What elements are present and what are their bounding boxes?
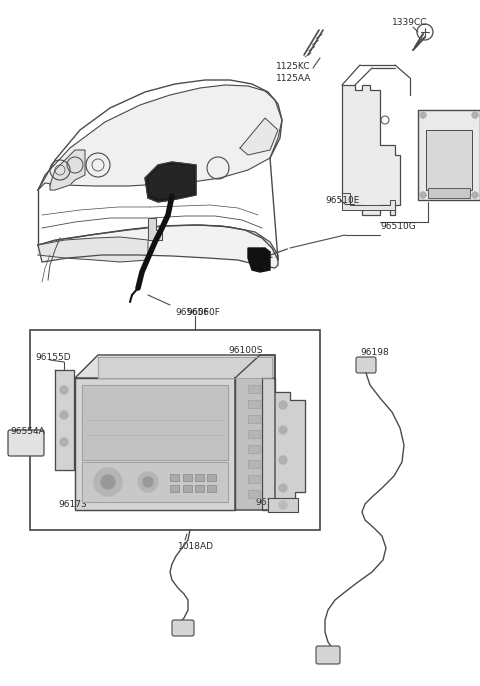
Bar [207, 474, 216, 481]
Bar [207, 485, 216, 492]
Polygon shape [148, 218, 162, 240]
Polygon shape [75, 378, 235, 510]
FancyBboxPatch shape [356, 357, 376, 373]
Bar [183, 474, 192, 481]
Text: 1125AA: 1125AA [276, 74, 312, 83]
Polygon shape [82, 462, 228, 502]
Circle shape [138, 472, 158, 492]
Polygon shape [38, 237, 148, 262]
Text: 1339CC: 1339CC [392, 18, 428, 27]
Circle shape [279, 501, 287, 509]
Text: 96560F: 96560F [186, 308, 220, 317]
Text: 96173: 96173 [58, 500, 87, 509]
Text: 96100S: 96100S [228, 346, 263, 355]
Bar [195, 474, 204, 481]
Polygon shape [418, 110, 480, 200]
Polygon shape [262, 378, 305, 510]
FancyBboxPatch shape [316, 646, 340, 664]
Bar [248, 475, 260, 483]
Text: 1018AD: 1018AD [178, 542, 214, 551]
Text: 96510G: 96510G [380, 222, 416, 231]
Text: 1125KC: 1125KC [276, 62, 311, 71]
Bar [268, 498, 298, 512]
Polygon shape [98, 357, 272, 378]
Circle shape [420, 192, 426, 198]
Polygon shape [38, 225, 278, 268]
Circle shape [143, 477, 153, 487]
Bar [248, 400, 260, 408]
Circle shape [279, 484, 287, 492]
Circle shape [101, 475, 115, 489]
Polygon shape [428, 188, 470, 198]
Polygon shape [38, 85, 282, 190]
Polygon shape [426, 130, 472, 190]
Circle shape [420, 112, 426, 118]
Bar [248, 430, 260, 438]
Circle shape [472, 112, 478, 118]
Polygon shape [342, 85, 400, 215]
Bar [170, 485, 179, 492]
Circle shape [279, 401, 287, 409]
Polygon shape [248, 248, 270, 272]
Polygon shape [145, 162, 196, 202]
Bar [248, 385, 260, 393]
Circle shape [60, 438, 68, 446]
Bar [248, 490, 260, 498]
Bar [248, 415, 260, 423]
Bar [248, 460, 260, 468]
Polygon shape [50, 150, 85, 190]
Text: 96560F: 96560F [175, 308, 209, 317]
Bar [195, 485, 204, 492]
Bar [183, 485, 192, 492]
Polygon shape [235, 355, 275, 510]
Circle shape [60, 386, 68, 394]
Circle shape [60, 411, 68, 419]
Text: 96554A: 96554A [10, 427, 45, 436]
Polygon shape [240, 118, 278, 155]
FancyBboxPatch shape [8, 430, 44, 456]
Circle shape [279, 456, 287, 464]
Polygon shape [342, 193, 395, 210]
Polygon shape [82, 385, 228, 460]
Text: 96510E: 96510E [325, 196, 360, 205]
Text: 96155E: 96155E [255, 498, 289, 507]
FancyBboxPatch shape [172, 620, 194, 636]
Text: 96198: 96198 [360, 348, 389, 357]
Circle shape [94, 468, 122, 496]
Bar [248, 445, 260, 453]
Text: 96155D: 96155D [35, 353, 71, 362]
Bar [170, 474, 179, 481]
Polygon shape [75, 355, 275, 378]
Polygon shape [55, 370, 74, 470]
Circle shape [472, 192, 478, 198]
Circle shape [279, 426, 287, 434]
Polygon shape [149, 165, 193, 198]
